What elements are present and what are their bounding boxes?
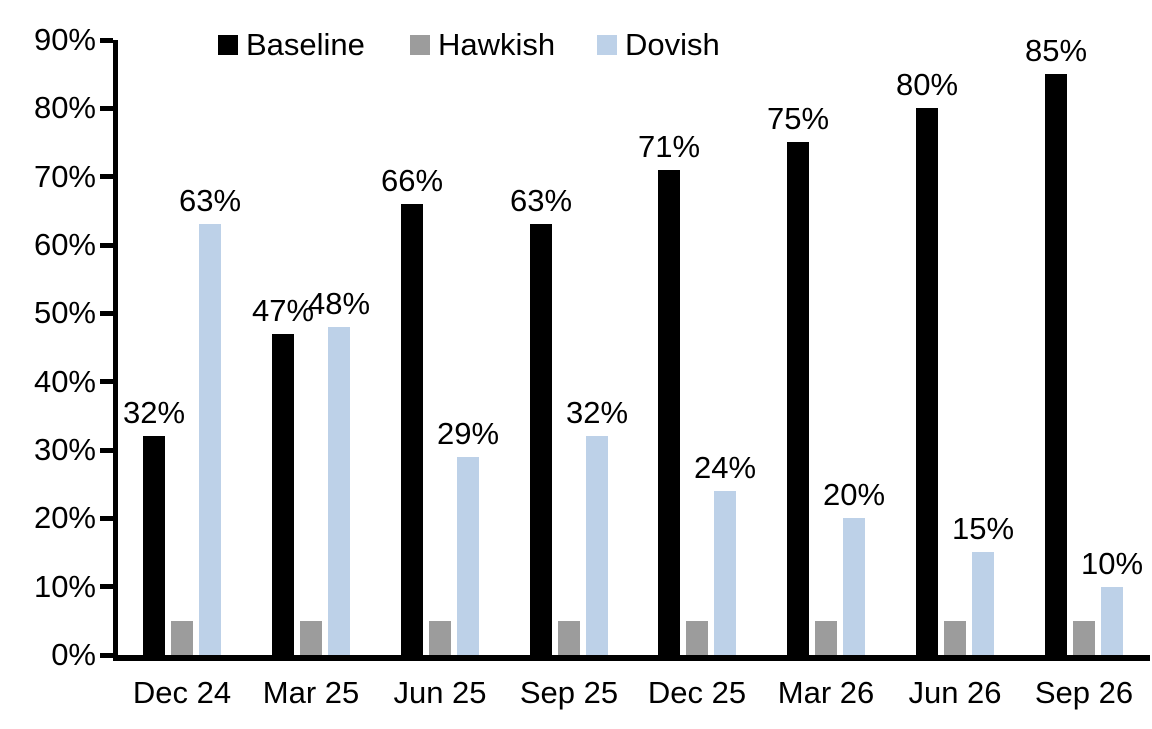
y-tick-label: 60%: [33, 227, 96, 262]
y-tick: [100, 653, 113, 658]
bar-dovish-sep-25: [586, 436, 608, 655]
x-label-dec-24: Dec 24: [132, 675, 232, 710]
bar-hawkish-sep-25: [558, 621, 580, 655]
y-tick: [100, 584, 113, 589]
x-label-dec-25: Dec 25: [647, 675, 747, 710]
y-tick: [100, 38, 113, 43]
bar-hawkish-sep-26: [1073, 621, 1095, 655]
bar-baseline-jun-25: [401, 204, 423, 655]
bar-baseline-mar-26: [787, 142, 809, 655]
bar-baseline-sep-26: [1045, 74, 1067, 655]
bar-dovish-mar-25: [328, 327, 350, 655]
bar-hawkish-jun-26: [944, 621, 966, 655]
data-label-baseline-sep-26: 85%: [1024, 33, 1088, 68]
x-label-mar-25: Mar 25: [262, 675, 360, 710]
data-label-baseline-dec-25: 71%: [637, 129, 701, 164]
bar-baseline-mar-25: [272, 334, 294, 655]
bar-hawkish-dec-24: [171, 621, 193, 655]
data-label-dovish-mar-25: 48%: [307, 286, 371, 321]
y-tick: [100, 174, 113, 179]
y-tick-label: 50%: [33, 295, 96, 330]
y-tick: [100, 448, 113, 453]
y-tick: [100, 243, 113, 248]
x-label-jun-26: Jun 26: [908, 675, 1002, 710]
bar-dovish-dec-25: [714, 491, 736, 655]
legend-swatch-dovish-icon: [597, 35, 617, 55]
x-label-mar-26: Mar 26: [777, 675, 875, 710]
y-tick-label: 10%: [33, 569, 96, 604]
bar-hawkish-jun-25: [429, 621, 451, 655]
data-label-baseline-dec-24: 32%: [122, 395, 186, 430]
y-tick-label: 40%: [33, 364, 96, 399]
bar-hawkish-mar-25: [300, 621, 322, 655]
y-tick-label: 70%: [33, 159, 96, 194]
y-tick-label: 90%: [33, 22, 96, 57]
data-label-baseline-sep-25: 63%: [509, 183, 573, 218]
data-label-dovish-jun-26: 15%: [951, 511, 1015, 546]
bar-baseline-jun-26: [916, 108, 938, 655]
data-label-dovish-mar-26: 20%: [822, 477, 886, 512]
y-tick: [100, 379, 113, 384]
y-tick-label: 30%: [33, 432, 96, 467]
y-tick: [100, 311, 113, 316]
data-label-dovish-sep-26: 10%: [1080, 546, 1144, 581]
x-label-jun-25: Jun 25: [393, 675, 487, 710]
y-axis-line: [113, 40, 118, 661]
data-label-baseline-mar-25: 47%: [251, 293, 315, 328]
y-tick-label: 20%: [33, 500, 96, 535]
legend-swatch-baseline-icon: [218, 35, 238, 55]
data-label-dovish-dec-24: 63%: [178, 183, 242, 218]
y-tick: [100, 516, 113, 521]
bar-hawkish-dec-25: [686, 621, 708, 655]
x-axis-line: [113, 655, 1150, 661]
data-label-dovish-sep-25: 32%: [565, 395, 629, 430]
data-label-baseline-jun-25: 66%: [380, 163, 444, 198]
data-label-baseline-jun-26: 80%: [895, 67, 959, 102]
y-tick-label: 0%: [51, 637, 96, 672]
legend-label-hawkish: Hawkish: [438, 27, 556, 62]
x-label-sep-26: Sep 26: [1034, 675, 1134, 710]
bar-dovish-sep-26: [1101, 587, 1123, 655]
y-tick-label: 80%: [33, 90, 96, 125]
bar-hawkish-mar-26: [815, 621, 837, 655]
data-label-dovish-jun-25: 29%: [436, 416, 500, 451]
data-label-dovish-dec-25: 24%: [693, 450, 757, 485]
bar-baseline-dec-24: [143, 436, 165, 655]
bar-baseline-sep-25: [530, 224, 552, 655]
legend-swatch-hawkish-icon: [410, 35, 430, 55]
x-label-sep-25: Sep 25: [519, 675, 619, 710]
bar-dovish-jun-25: [457, 457, 479, 655]
bar-dovish-dec-24: [199, 224, 221, 655]
bar-baseline-dec-25: [658, 170, 680, 655]
bar-dovish-mar-26: [843, 518, 865, 655]
data-label-baseline-mar-26: 75%: [766, 101, 830, 136]
bar-dovish-jun-26: [972, 552, 994, 655]
legend-label-dovish: Dovish: [625, 27, 720, 62]
legend-label-baseline: Baseline: [246, 27, 365, 62]
y-tick: [100, 106, 113, 111]
